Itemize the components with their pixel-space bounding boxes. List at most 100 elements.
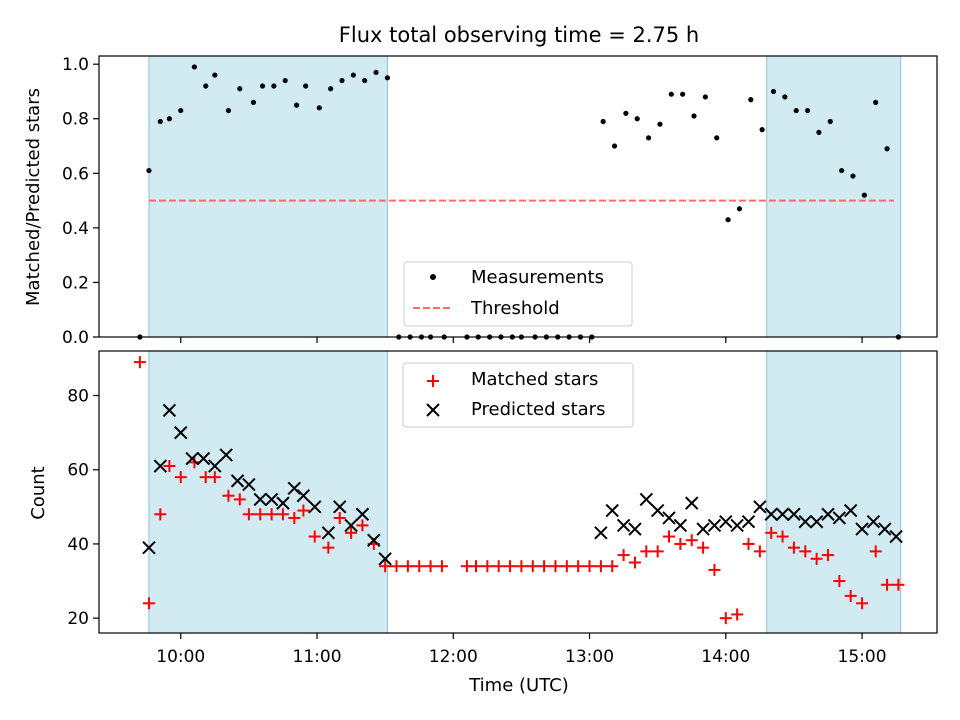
predicted-star-point [809, 514, 824, 529]
count-x-tick-label: 11:00 [293, 647, 342, 667]
measurement-point [861, 192, 867, 198]
matched-star-point [322, 541, 335, 554]
count-x-tick-label: 14:00 [701, 647, 750, 667]
legend-matched-marker [427, 375, 439, 387]
measurement-point [293, 102, 300, 108]
ratio-y-axis-label: Matched/Predicted stars [23, 88, 44, 306]
matched-star-point [753, 545, 766, 558]
predicted-star-point [878, 522, 892, 536]
matched-star-point [154, 508, 167, 521]
measurement-point [384, 75, 391, 81]
predicted-star-point [355, 507, 370, 521]
count-x-tick-label: 10:00 [156, 647, 205, 667]
matched-star-point [821, 549, 834, 562]
predicted-star-point [344, 518, 358, 533]
matched-star-point [515, 560, 528, 573]
predicted-star-point [798, 514, 812, 529]
ratio-y-tick-label: 0.4 [62, 219, 89, 239]
matched-star-point [163, 460, 176, 473]
legend-measurements-label: Measurements [471, 267, 604, 288]
matched-star-point [810, 552, 823, 565]
matched-star-point [719, 612, 732, 625]
measurement-point [303, 83, 309, 89]
predicted-star-point [707, 518, 722, 533]
legend-measurements-marker [430, 274, 436, 280]
matched-star-point [651, 545, 664, 558]
measurement-point [237, 86, 243, 92]
matched-star-point [222, 489, 235, 502]
matched-star-point [787, 541, 800, 554]
measurement-point [634, 116, 640, 122]
predicted-star-point [174, 425, 188, 440]
predicted-star-point [287, 481, 302, 495]
count-x-tick-label: 13:00 [565, 647, 614, 667]
count-shaded-interval [766, 350, 902, 634]
measurement-point [157, 118, 163, 125]
measurement-point [271, 83, 277, 89]
predicted-star-point [764, 507, 778, 521]
matched-star-point [799, 545, 812, 558]
measurement-point [373, 69, 379, 75]
count-shaded-intervals [148, 350, 902, 634]
matched-star-point [526, 560, 539, 573]
measurement-point [793, 107, 799, 114]
ratio-y-tick-label: 0.0 [62, 328, 89, 348]
predicted-star-point [367, 533, 381, 547]
predicted-star-point [889, 529, 903, 544]
count-axes-frame [98, 350, 938, 634]
predicted-star-point [264, 492, 279, 507]
count-legend: Matched stars Predicted stars [402, 362, 634, 428]
ratio-y-ticks: 0.0 0.2 0.4 0.6 0.8 1.0 [62, 55, 99, 348]
matched-star-point [233, 493, 246, 506]
measurement-point [225, 107, 232, 114]
matched-star-point [208, 471, 221, 484]
matched-star-point [697, 541, 710, 554]
ratio-shaded-interval [148, 55, 388, 338]
ratio-y-tick-label: 0.6 [62, 164, 89, 184]
count-x-tick-label: 12:00 [429, 647, 478, 667]
matched-star-point [424, 560, 437, 573]
predicted-star-point [730, 518, 744, 533]
predicted-star-point [866, 514, 881, 529]
matched-star-point [379, 560, 392, 573]
measurement-point [884, 146, 890, 152]
measurement-point [668, 91, 674, 97]
matched-star-point [288, 511, 301, 524]
measurement-point [714, 135, 720, 141]
legend-threshold-label: Threshold [470, 298, 560, 319]
measurement-point [873, 99, 879, 105]
measurement-point [212, 72, 218, 78]
count-y-ticks: 20 40 60 80 [67, 387, 99, 629]
measurement-point [362, 77, 368, 84]
matched-star-point [628, 556, 641, 569]
predicted-star-point [594, 526, 608, 540]
predicted-star-point [153, 459, 168, 473]
matched-star-point [583, 560, 596, 573]
predicted-star-point [650, 503, 665, 518]
matched-star-point [892, 578, 905, 591]
matched-star-point [142, 597, 155, 610]
count-y-tick-label: 40 [67, 535, 89, 555]
ratio-x-ticks [180, 337, 863, 343]
count-y-tick-label: 20 [67, 609, 89, 629]
measurement-point [191, 64, 197, 70]
matched-star-point [674, 537, 687, 550]
measurement-point [759, 127, 765, 133]
measurement-point [680, 91, 686, 97]
predicted-star-point [753, 500, 767, 514]
matched-star-point [606, 560, 619, 573]
ratio-legend-frame [403, 261, 633, 327]
matched-star-point [844, 589, 857, 602]
predicted-star-point [787, 507, 801, 521]
count-legend-frame [402, 362, 634, 428]
predicted-star-point [855, 522, 869, 536]
measurement-point [839, 167, 845, 174]
predicted-star-point [685, 496, 699, 510]
matched-star-point [390, 560, 403, 573]
measurement-point [328, 86, 334, 92]
measurement-point [645, 135, 652, 141]
measurement-point [816, 129, 822, 135]
measurement-point [736, 206, 743, 212]
measurement-point [850, 173, 856, 179]
matched-star-point [640, 545, 653, 558]
